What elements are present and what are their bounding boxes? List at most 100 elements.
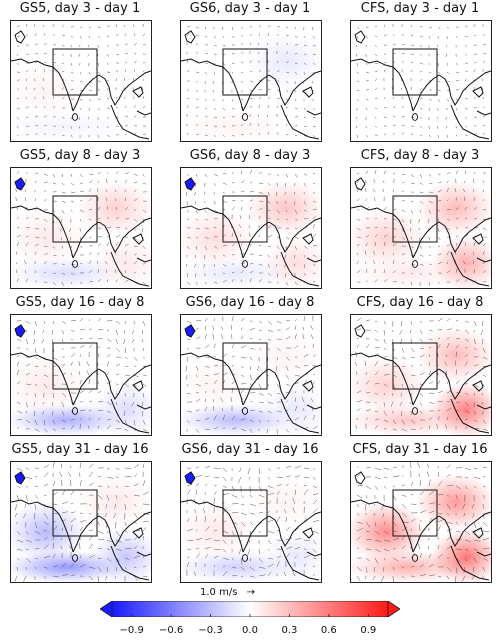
wind-vector — [310, 325, 314, 331]
wind-vector — [276, 476, 284, 479]
wind-vector — [482, 124, 486, 127]
wind-vector — [24, 197, 27, 202]
wind-vector — [392, 218, 397, 221]
wind-vector — [213, 209, 218, 213]
wind-vector — [16, 401, 21, 405]
wind-vector — [43, 115, 47, 118]
wind-vector — [204, 333, 207, 340]
wind-vector — [284, 509, 287, 514]
wind-vector — [25, 485, 29, 488]
wind-vector — [365, 235, 370, 238]
wind-vector — [383, 133, 386, 136]
wind-vector — [473, 61, 477, 64]
wind-vector — [426, 471, 430, 478]
coastline — [98, 364, 151, 400]
wind-vector — [133, 555, 140, 559]
wind-vector — [464, 418, 468, 421]
wind-vector — [294, 107, 298, 110]
wind-vector — [97, 71, 101, 75]
wind-vector — [69, 545, 72, 550]
wind-vector — [222, 530, 229, 534]
anomaly-shading — [11, 502, 86, 562]
wind-vector — [106, 116, 110, 120]
wind-vector — [392, 521, 397, 526]
wind-vector — [142, 491, 149, 496]
wind-vector — [105, 189, 108, 193]
wind-vector — [365, 557, 370, 562]
wind-vector — [133, 419, 136, 426]
wind-vector — [88, 62, 90, 66]
wind-vector — [258, 557, 263, 563]
wind-vector — [25, 70, 29, 73]
wind-vector — [455, 134, 458, 137]
wind-vector — [383, 329, 385, 336]
wind-vector — [43, 132, 47, 136]
wind-vector — [124, 521, 127, 527]
wind-vector — [105, 197, 108, 202]
wind-vector — [464, 557, 467, 562]
wind-vector — [356, 317, 362, 322]
coastline — [132, 86, 144, 98]
colorbar-tick-label: 0.3 — [281, 625, 298, 636]
wind-vector — [464, 35, 469, 38]
wind-vector — [258, 566, 266, 569]
wind-vector — [267, 563, 274, 568]
wind-vector — [43, 536, 48, 541]
wind-vector — [427, 218, 430, 224]
wind-vector — [123, 401, 126, 406]
wind-vector — [481, 401, 484, 405]
wind-vector — [285, 546, 293, 550]
wind-vector — [383, 476, 388, 479]
wind-vector — [61, 272, 66, 275]
wind-vector — [79, 209, 84, 212]
wind-vector — [258, 279, 263, 283]
wind-vector — [419, 88, 423, 91]
wind-vector — [437, 337, 441, 340]
wind-vector — [213, 35, 216, 39]
wind-vector — [312, 263, 316, 267]
wind-vector — [437, 328, 443, 331]
anomaly-shading — [181, 208, 256, 268]
wind-vector — [186, 539, 194, 542]
wind-vector — [86, 370, 90, 376]
wind-vector — [482, 116, 486, 118]
wind-vector — [204, 236, 209, 240]
wind-vector — [222, 520, 227, 523]
wind-vector — [401, 218, 405, 223]
wind-vector — [464, 107, 468, 110]
wind-vector — [124, 428, 129, 431]
wind-vector — [195, 419, 201, 422]
wind-vector — [34, 566, 37, 570]
wind-vector — [97, 35, 101, 39]
wind-vector — [132, 87, 135, 91]
coastline — [98, 70, 151, 106]
wind-vector — [97, 494, 103, 500]
wind-vector — [428, 381, 434, 385]
wind-vector — [464, 476, 469, 479]
wind-vector — [445, 53, 448, 57]
wind-vector — [285, 51, 289, 55]
wind-vector — [88, 218, 92, 221]
wind-vector — [392, 189, 394, 193]
wind-vector — [115, 548, 122, 551]
wind-vector — [213, 272, 216, 276]
wind-vector — [382, 512, 385, 518]
wind-vector — [124, 227, 128, 230]
wind-vector — [186, 528, 194, 532]
wind-vector — [258, 512, 263, 514]
coastline — [110, 398, 150, 434]
coastline — [302, 380, 314, 392]
wind-vector — [463, 252, 466, 256]
wind-vector — [392, 227, 397, 230]
wind-vector — [240, 71, 244, 73]
wind-vector — [312, 548, 317, 553]
wind-vector — [115, 106, 119, 109]
wind-vector — [312, 467, 315, 471]
wind-vector — [115, 78, 118, 82]
wind-vector — [446, 209, 452, 211]
wind-vector — [383, 485, 387, 489]
wind-vector — [204, 281, 207, 285]
wind-vector — [88, 337, 93, 340]
wind-vector — [222, 116, 226, 118]
wind-vector — [61, 200, 66, 203]
